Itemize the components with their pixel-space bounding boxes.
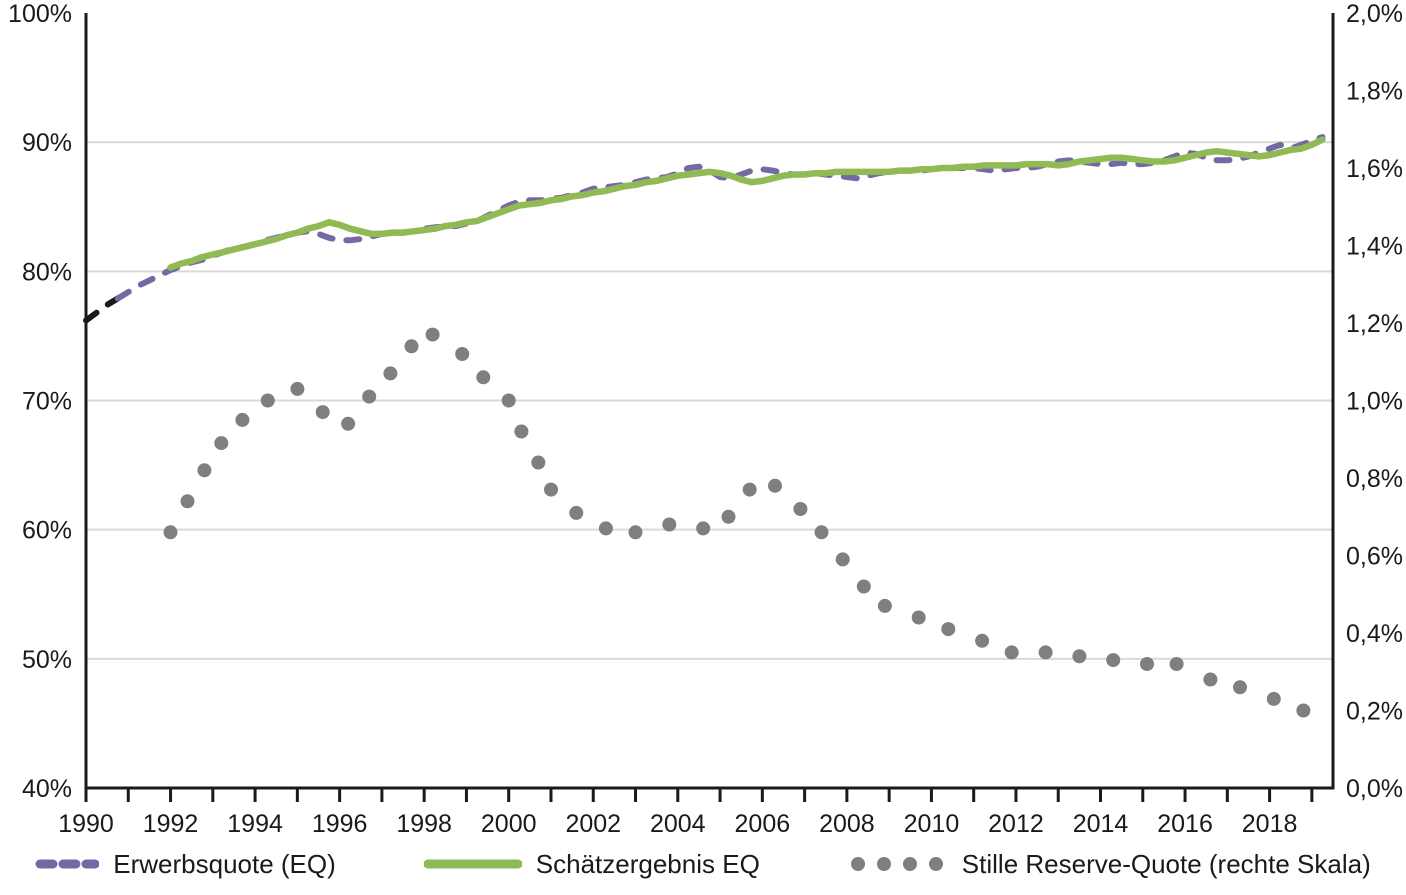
x-axis-label: 2012 [988, 810, 1044, 838]
right-axis-label: 0,2% [1346, 698, 1403, 726]
axes [84, 13, 1335, 802]
legend-label: Erwerbsquote (EQ) [113, 848, 336, 879]
right-axis-label: 0,4% [1346, 620, 1403, 648]
left-axis-label: 40% [22, 775, 72, 803]
x-axis-label: 1994 [227, 810, 283, 838]
x-axis-label: 2014 [1073, 810, 1129, 838]
right-axis-label: 2,0% [1346, 0, 1403, 28]
x-axis-label: 2016 [1157, 810, 1213, 838]
right-axis-label: 0,6% [1346, 543, 1403, 571]
x-axis-label: 2002 [565, 810, 621, 838]
legend-item-erwerbsquote: Erwerbsquote (EQ) [35, 849, 336, 880]
series-2 [163, 327, 1311, 718]
x-axis-label: 2008 [819, 810, 875, 838]
right-axis-label: 0,8% [1346, 465, 1403, 493]
legend-label: Schätzergebnis EQ [535, 848, 760, 879]
chart-legend: Erwerbsquote (EQ) Schätzergebnis EQ Stil… [0, 841, 1406, 887]
x-axis-label: 2006 [735, 810, 791, 838]
x-axis-label: 1990 [58, 810, 114, 838]
right-axis-label: 1,8% [1346, 78, 1403, 106]
legend-item-schaetzergebnis: Schätzergebnis EQ [423, 848, 760, 880]
x-axis-label: 1992 [143, 810, 199, 838]
left-axis-label: 100% [8, 0, 72, 28]
right-axis-label: 0,0% [1346, 775, 1403, 803]
legend-item-stille-reserve: Stille Reserve-Quote (rechte Skala) [848, 849, 1371, 880]
right-axis-label: 1,6% [1346, 155, 1403, 183]
x-axis-label: 1996 [312, 810, 368, 838]
left-axis-label: 70% [22, 388, 72, 416]
series-0 [83, 134, 1326, 324]
x-axis-label: 2018 [1242, 810, 1298, 838]
dashed-line-swatch-icon [35, 859, 100, 869]
gridlines [86, 141, 1333, 660]
left-axis-label: 60% [22, 517, 72, 545]
series-1 [167, 136, 1326, 271]
x-axis-label: 2000 [481, 810, 537, 838]
right-axis-label: 1,2% [1346, 310, 1403, 338]
axis-labels: 1990 1992 1994 1996 1998 2000 2002 2004 2006 2008… [8, 0, 1403, 838]
left-axis-label: 50% [22, 646, 72, 674]
right-axis-label: 1,0% [1346, 388, 1403, 416]
legend-label: Stille Reserve-Quote (rechte Skala) [961, 848, 1371, 879]
solid-line-swatch-icon [423, 859, 522, 869]
left-axis-label: 90% [22, 129, 72, 157]
dots-swatch-icon [850, 857, 943, 871]
left-axis-label: 80% [22, 258, 72, 286]
x-axis-label: 2004 [650, 810, 706, 838]
x-axis-label: 1998 [396, 810, 452, 838]
chart-canvas: 1990 1992 1994 1996 1998 2000 2002 2004 2006 2008… [8, 0, 1403, 838]
right-axis-label: 1,4% [1346, 233, 1403, 261]
x-axis-label: 2010 [904, 810, 960, 838]
